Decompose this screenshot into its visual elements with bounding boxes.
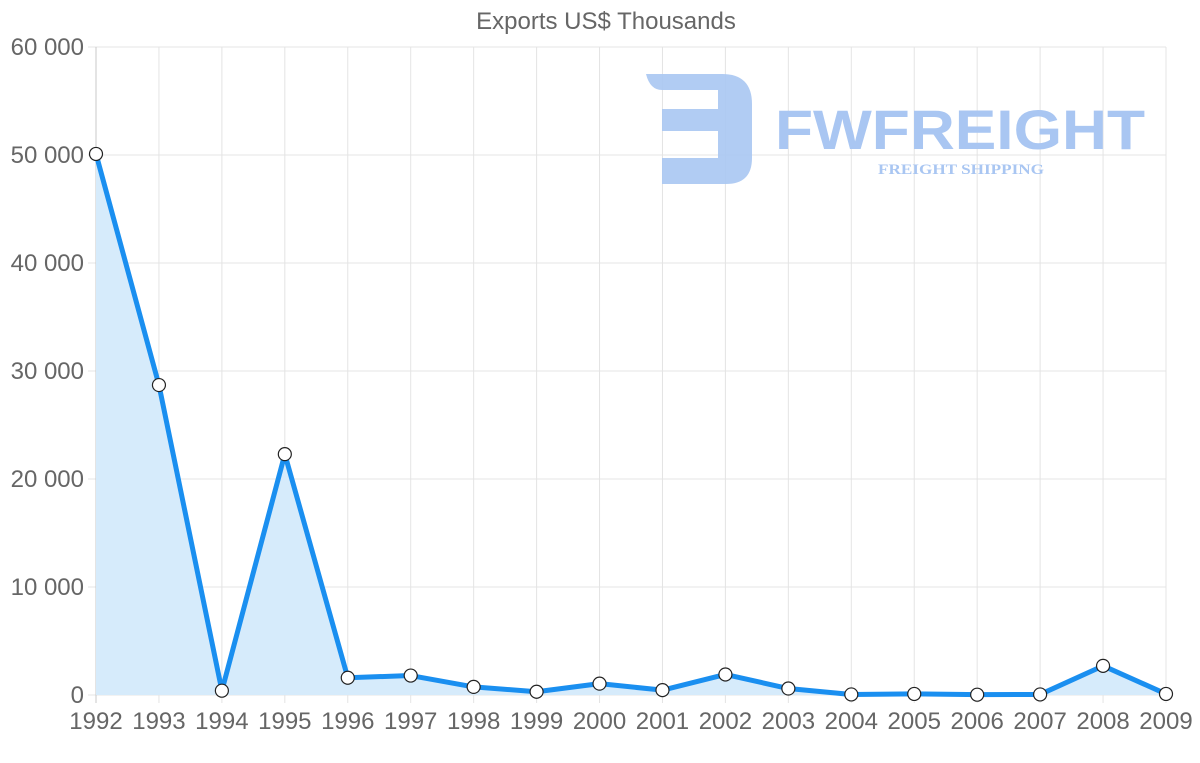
y-axis: 0 10 000 20 000 30 000 40 000 50 000 60 000 xyxy=(11,34,84,709)
area-fill xyxy=(96,153,1166,696)
data-point[interactable] xyxy=(1033,687,1048,702)
x-tick-label: 2005 xyxy=(888,708,941,735)
data-point[interactable] xyxy=(1095,658,1111,673)
x-tick-label: 2004 xyxy=(825,708,878,735)
x-tick-label: 2008 xyxy=(1076,708,1129,735)
data-point[interactable] xyxy=(592,676,607,691)
data-point[interactable] xyxy=(151,377,167,393)
x-tick-label: 2007 xyxy=(1013,708,1066,735)
x-tick-label: 1992 xyxy=(69,708,122,735)
watermark-tagline: FREIGHT SHIPPING xyxy=(878,162,1044,178)
y-tick-label: 60 000 xyxy=(11,34,84,61)
y-tick-label: 0 xyxy=(71,682,84,709)
data-point[interactable] xyxy=(529,684,544,699)
line-path xyxy=(93,153,1168,698)
y-tick-label: 10 000 xyxy=(11,574,84,601)
data-point[interactable] xyxy=(277,447,292,462)
data-point[interactable] xyxy=(88,146,104,162)
data-point[interactable] xyxy=(655,683,670,698)
data-point[interactable] xyxy=(340,670,355,685)
data-point[interactable] xyxy=(1158,686,1174,702)
x-tick-label: 1994 xyxy=(195,708,248,735)
data-point[interactable] xyxy=(466,679,481,695)
x-tick-label: 1997 xyxy=(384,708,437,735)
x-tick-label: 1998 xyxy=(447,708,500,735)
x-tick-label: 1993 xyxy=(132,708,185,735)
data-point[interactable] xyxy=(214,683,229,698)
y-tick-label: 30 000 xyxy=(11,358,84,385)
area-path xyxy=(96,153,1166,696)
x-tick-label: 2009 xyxy=(1139,708,1192,735)
x-tick-label: 1999 xyxy=(510,708,563,735)
data-point[interactable] xyxy=(907,686,922,702)
chart-title: Exports US$ Thousands xyxy=(476,8,736,35)
x-tick-label: 2002 xyxy=(699,708,752,735)
data-point[interactable] xyxy=(403,668,418,683)
x-tick-label: 2003 xyxy=(762,708,815,735)
y-tick-label: 50 000 xyxy=(11,142,84,169)
x-tick-label: 2001 xyxy=(636,708,689,735)
watermark-logo-icon xyxy=(646,74,752,184)
y-tick-label: 20 000 xyxy=(11,466,84,493)
x-tick-label: 2000 xyxy=(573,708,626,735)
y-tick-label: 40 000 xyxy=(11,250,84,277)
data-point[interactable] xyxy=(718,667,733,682)
data-point[interactable] xyxy=(844,687,859,702)
x-tick-label: 1995 xyxy=(258,708,311,735)
data-line xyxy=(93,153,1168,698)
x-tick-label: 2006 xyxy=(950,708,1003,735)
data-point[interactable] xyxy=(781,681,796,696)
watermark-brand: FWFREIGHT xyxy=(775,98,1145,161)
watermark-logo: FWFREIGHT FREIGHT SHIPPING xyxy=(646,74,1145,184)
x-tick-label: 1996 xyxy=(321,708,374,735)
x-axis: 1992 1993 1994 1995 1996 1997 1998 1999 2000 2001… xyxy=(69,708,1192,735)
data-point[interactable] xyxy=(970,687,985,702)
data-points xyxy=(88,146,1174,702)
